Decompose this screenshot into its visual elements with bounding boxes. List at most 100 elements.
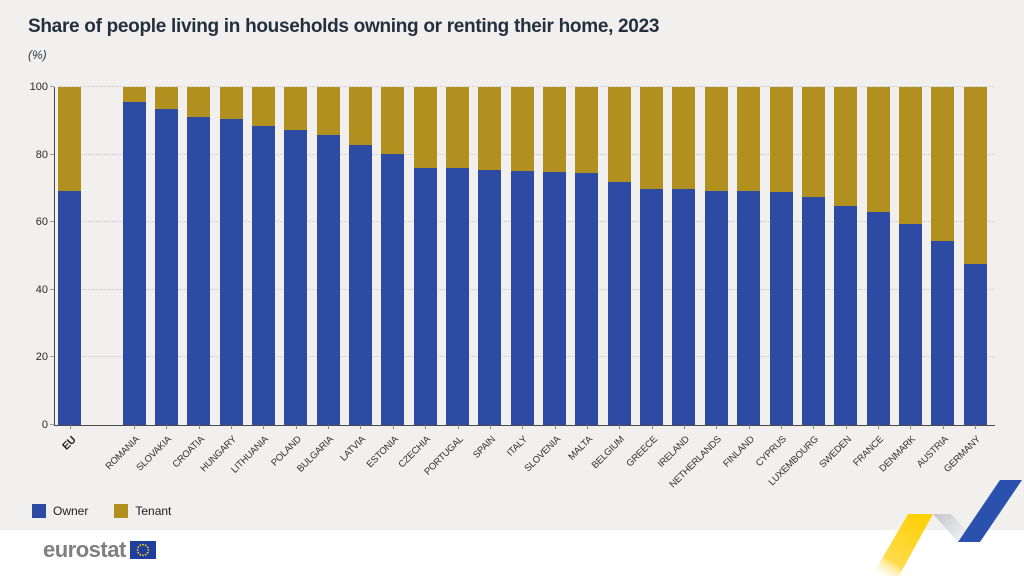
bar-ireland [672, 87, 696, 425]
owner-segment [284, 129, 308, 425]
y-axis-tick [50, 288, 54, 290]
tenant-segment [769, 87, 793, 193]
bar-latvia [348, 87, 372, 425]
bar-denmark [898, 87, 922, 425]
bar-germany [963, 87, 987, 425]
x-axis-tick [295, 425, 297, 429]
owner-segment [543, 171, 567, 425]
owner-segment [154, 108, 178, 425]
owner-segment [219, 119, 243, 425]
x-axis-tick [166, 425, 168, 429]
x-axis-tick [263, 425, 265, 429]
tenant-segment [58, 87, 81, 192]
y-axis-label-60: 60 [35, 216, 48, 229]
tenant-segment [931, 87, 955, 242]
x-axis-tick [845, 425, 847, 429]
tenant-segment [672, 87, 696, 190]
legend-item-owner: Owner [32, 504, 88, 518]
tenant-segment [284, 87, 308, 130]
tenant-segment [478, 87, 502, 171]
x-axis-line [54, 425, 995, 426]
x-axis-tick [457, 425, 459, 429]
bar-czechia [413, 87, 437, 425]
tenant-segment [251, 87, 275, 126]
ribbon-yellow-band [872, 514, 933, 576]
bar-romania [122, 87, 146, 425]
x-axis-tick [910, 425, 912, 429]
y-axis-tick [50, 356, 54, 358]
tenant-segment [219, 87, 243, 120]
x-axis-tick [813, 425, 815, 429]
tenant-segment [446, 87, 469, 169]
decorative-ribbon [872, 480, 1022, 576]
owner-segment [510, 170, 534, 425]
bar-poland [284, 87, 308, 425]
owner-segment [575, 172, 599, 425]
x-axis-tick [683, 425, 685, 429]
owner-segment [672, 189, 696, 425]
owner-segment [187, 116, 211, 425]
owner-segment [834, 205, 858, 425]
tenant-segment [316, 87, 340, 135]
x-axis-tick [425, 425, 427, 429]
tenant-segment [963, 87, 987, 265]
owner-segment [640, 188, 664, 425]
plot-area: 0 20 40 60 80 100 EU ROMANIA SLOVAKIA CROATIA HUNG… [30, 81, 995, 490]
owner-segment [607, 181, 631, 425]
bar-lithuania [251, 87, 275, 425]
tenant-segment [801, 87, 825, 198]
owner-color-swatch [32, 504, 46, 518]
x-axis-tick [134, 425, 135, 429]
bar-sweden [834, 87, 858, 425]
tenant-segment [187, 87, 211, 117]
tenant-segment [898, 87, 922, 224]
owner-segment [704, 190, 728, 425]
y-axis-tick [50, 86, 54, 87]
tenant-segment [607, 87, 631, 182]
bar-france [866, 87, 890, 425]
x-axis-tick [392, 425, 394, 429]
tenant-segment [122, 87, 146, 102]
legend-label-owner: Owner [53, 504, 89, 518]
x-axis-tick [942, 425, 944, 429]
bar-greece [640, 87, 664, 425]
tenant-segment [834, 87, 858, 206]
x-axis-tick [586, 425, 588, 429]
y-axis-tick [50, 221, 54, 223]
x-axis-tick [360, 425, 362, 429]
owner-segment [769, 192, 793, 425]
x-axis-tick [975, 425, 977, 429]
bar-austria [931, 87, 955, 425]
bar-croatia [187, 87, 211, 425]
x-axis-tick [231, 425, 233, 429]
bar-eu [58, 87, 81, 425]
x-axis-tick [554, 425, 556, 429]
owner-segment [446, 168, 469, 425]
x-axis-tick [651, 425, 653, 429]
tenant-segment [413, 87, 437, 169]
owner-segment [251, 125, 275, 425]
bar-netherlands [704, 87, 728, 425]
x-axis-tick [328, 425, 330, 429]
tenant-segment [866, 87, 890, 212]
tenant-segment [704, 87, 728, 191]
owner-segment [58, 191, 81, 425]
bar-luxembourg [801, 87, 825, 425]
owner-segment [801, 197, 825, 425]
tenant-segment [381, 87, 405, 154]
bar-finland [737, 87, 761, 425]
eu-flag-icon [129, 541, 156, 559]
tenant-segment [154, 87, 178, 109]
gridline-100 [58, 86, 995, 87]
tenant-segment [348, 87, 372, 146]
bar-belgium [607, 87, 631, 425]
chart-title: Share of people living in households own… [28, 16, 660, 37]
tenant-segment [737, 87, 761, 192]
y-axis-label-20: 20 [35, 351, 48, 364]
owner-segment [898, 223, 922, 425]
y-axis-label-40: 40 [35, 283, 48, 296]
owner-segment [963, 264, 987, 425]
chart-unit-label: (%) [28, 48, 47, 62]
legend-item-tenant: Tenant [114, 504, 171, 518]
owner-segment [381, 153, 405, 425]
